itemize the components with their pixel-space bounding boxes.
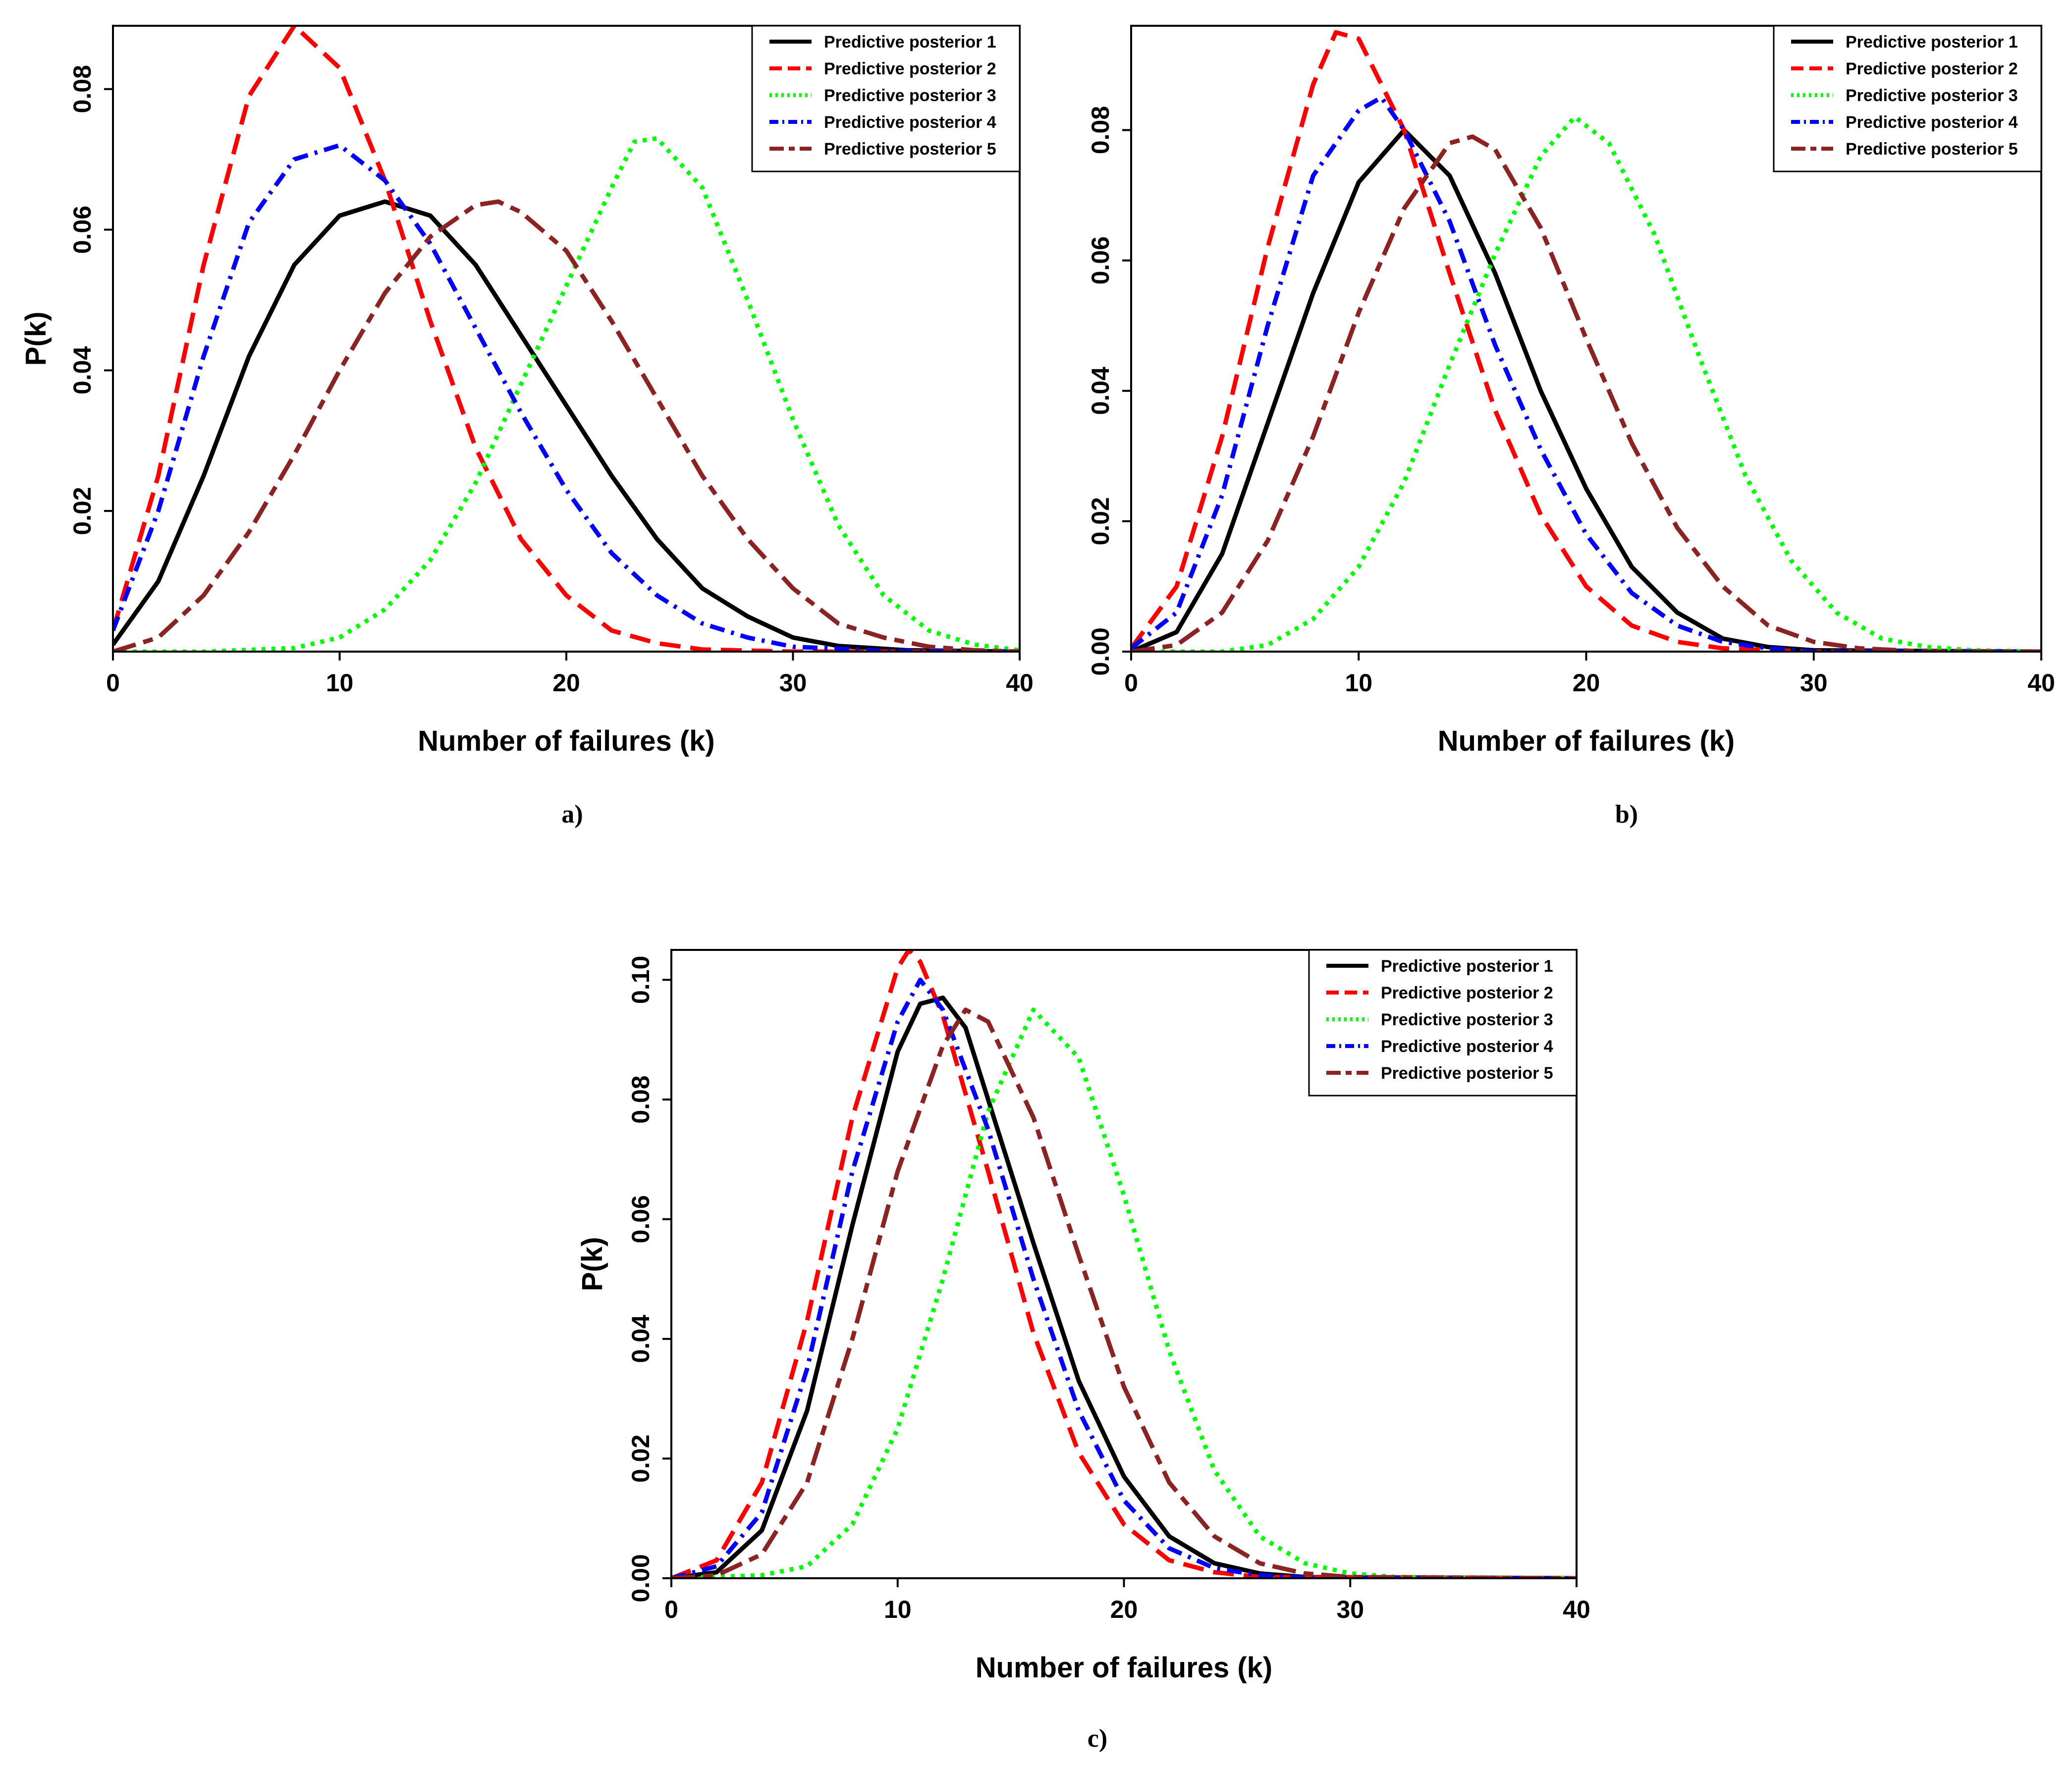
y-tick-label: 0.08 [1087,106,1114,154]
legend-label-3: Predictive posterior 3 [1381,1010,1553,1029]
y-tick-label: 0.06 [1087,236,1114,284]
x-tick-label: 20 [1110,1596,1138,1623]
legend-label-5: Predictive posterior 5 [824,140,996,159]
chart-panel-c: 0 10 20 30 40 0.00 0.02 0.04 0.06 0.08 0.10 Number … [576,949,1590,1753]
x-axis-title: Number of failures (k) [1438,725,1735,757]
x-axis-title: Number of failures (k) [418,725,714,757]
x-axis-title: Number of failures (k) [976,1652,1272,1684]
y-tick-label: 0.08 [68,65,96,113]
x-tick-label: 20 [1573,669,1600,697]
series-line-2 [671,950,1577,1578]
y-tick-label: 0.04 [68,346,96,395]
y-axis-title: P(k) [20,312,52,366]
y-tick-label: 0.02 [68,487,96,535]
legend-label-5: Predictive posterior 5 [1381,1064,1553,1083]
series-line-4 [671,977,1577,1578]
x-tick-label: 40 [1006,669,1034,697]
series-line-2 [1131,30,2041,652]
y-tick-label: 0.08 [627,1075,654,1123]
x-tick-label: 40 [2027,669,2055,697]
x-tick-label: 40 [1563,1596,1590,1623]
y-tick-label: 0.06 [627,1195,654,1243]
series-line-4 [113,143,1020,652]
legend-label-1: Predictive posterior 1 [1381,957,1553,976]
series-line-2 [113,26,1020,652]
legend-label-4: Predictive posterior 4 [1846,113,2018,132]
x-tick-label: 20 [552,669,580,697]
x-tick-label: 10 [884,1596,912,1623]
y-tick-label: 0.10 [627,956,654,1004]
chart-panel-a: 0 10 20 30 40 0.02 0.04 0.06 0.08 Number of failu… [20,25,1034,829]
panel-caption: c) [1088,1724,1107,1753]
series-line-1 [113,199,1020,652]
series-line-3 [1131,114,2041,652]
legend-label-2: Predictive posterior 2 [1381,984,1553,1002]
y-axis-title: P(k) [576,1237,608,1291]
y-tick-label: 0.02 [627,1435,654,1483]
series-line-1 [671,996,1577,1578]
panel-caption: b) [1615,800,1638,829]
x-tick-label: 10 [1345,669,1372,697]
x-tick-label: 30 [1800,669,1828,697]
legend-label-2: Predictive posterior 2 [824,59,996,78]
series-line-5 [671,1007,1577,1578]
legend-label-1: Predictive posterior 1 [824,33,996,52]
y-tick-label: 0.04 [627,1315,654,1363]
legend-label-1: Predictive posterior 1 [1846,33,2018,52]
series-line-1 [1131,128,2041,652]
legend-label-3: Predictive posterior 3 [1846,86,2018,105]
legend-label-3: Predictive posterior 3 [824,86,996,105]
y-tick-label: 0.02 [1087,497,1114,545]
y-tick-label: 0.06 [68,206,96,254]
x-tick-label: 30 [779,669,807,697]
x-tick-label: 30 [1336,1596,1364,1623]
legend-label-4: Predictive posterior 4 [824,113,996,132]
x-tick-label: 10 [326,669,354,697]
legend-label-2: Predictive posterior 2 [1846,59,2018,78]
legend: Predictive posterior 1 Predictive posteri… [751,25,1021,172]
panel-caption: a) [561,800,583,829]
legend: Predictive posterior 1 Predictive posteri… [1773,25,2042,172]
y-tick-label: 0.00 [627,1554,654,1602]
y-tick-label: 0.00 [1087,627,1114,675]
x-tick-label: 0 [664,1596,678,1623]
series-line-5 [1131,134,2041,652]
series-line-4 [1131,95,2041,652]
chart-panel-b: 0 10 20 30 40 0.00 0.02 0.04 0.06 0.08 Number of f… [1087,25,2055,829]
legend-label-5: Predictive posterior 5 [1846,140,2018,159]
legend-label-4: Predictive posterior 4 [1381,1037,1553,1056]
x-tick-label: 0 [1124,669,1138,697]
series-line-5 [113,199,1020,652]
legend: Predictive posterior 1 Predictive posteri… [1308,949,1578,1097]
y-tick-label: 0.04 [1087,367,1114,415]
x-tick-label: 0 [106,669,120,697]
